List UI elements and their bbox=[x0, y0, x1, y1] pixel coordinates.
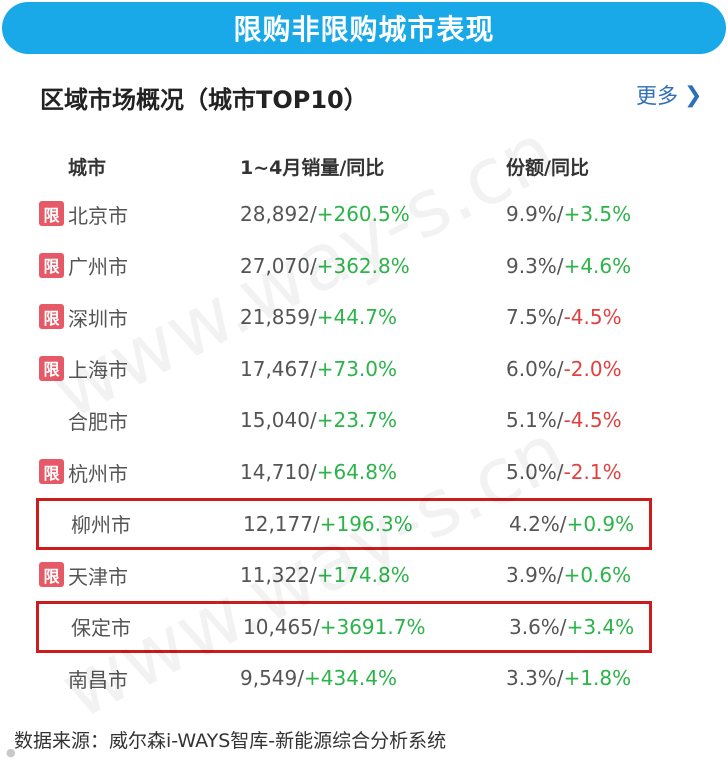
chevron-right-icon: ❯ bbox=[684, 82, 703, 108]
share-cell: 3.9%/+0.6% bbox=[506, 549, 631, 601]
more-link[interactable]: 更多 ❯ bbox=[636, 80, 702, 110]
volume-value: 10,465/ bbox=[243, 614, 320, 639]
share-value: 3.6%/ bbox=[509, 614, 567, 639]
volume-cell: 9,549/+434.4% bbox=[240, 652, 397, 704]
table-header: 城市 1~4月销量/同比 份额/同比 bbox=[36, 140, 652, 192]
share-value: 9.9%/ bbox=[506, 202, 564, 226]
city-name: 南昌市 bbox=[68, 667, 128, 692]
volume-cell: 12,177/+196.3% bbox=[243, 501, 413, 547]
volume-yoy: +260.5% bbox=[316, 202, 410, 226]
restricted-badge: 限 bbox=[39, 355, 64, 381]
table-row: 合肥市 15,040/+23.7% 5.1%/-4.5% bbox=[36, 394, 652, 446]
banner-title: 限购非限购城市表现 bbox=[233, 13, 495, 46]
volume-cell: 28,892/+260.5% bbox=[240, 188, 410, 240]
table-row: 保定市 10,465/+3691.7% 3.6%/+3.4% bbox=[36, 600, 652, 653]
city-name: 上海市 bbox=[68, 358, 128, 383]
header-city: 城市 bbox=[68, 156, 107, 179]
city-name: 广州市 bbox=[68, 255, 128, 280]
share-yoy: +0.9% bbox=[566, 511, 635, 536]
share-cell: 4.2%/+0.9% bbox=[509, 501, 634, 547]
share-cell: 5.1%/-4.5% bbox=[506, 394, 622, 446]
city-name: 北京市 bbox=[68, 203, 128, 228]
section-title: 区域市场概况（城市TOP10） bbox=[40, 86, 368, 114]
volume-value: 15,040/ bbox=[240, 408, 317, 433]
volume-cell: 14,710/+64.8% bbox=[240, 446, 397, 498]
volume-value: 27,070/ bbox=[240, 253, 317, 278]
volume-value: 28,892/ bbox=[240, 202, 317, 226]
share-yoy: +3.4% bbox=[566, 614, 635, 639]
share-value: 5.0%/ bbox=[506, 460, 564, 484]
volume-cell: 15,040/+23.7% bbox=[240, 394, 397, 446]
more-link-label: 更多 bbox=[636, 84, 678, 108]
share-cell: 5.0%/-2.1% bbox=[506, 446, 622, 498]
share-yoy: +1.8% bbox=[563, 666, 632, 691]
table-row: 限天津市 11,322/+174.8% 3.9%/+0.6% bbox=[36, 549, 652, 601]
share-yoy: +4.6% bbox=[563, 253, 632, 278]
table-row: 限广州市 27,070/+362.8% 9.3%/+4.6% bbox=[36, 240, 652, 292]
city-name: 柳州市 bbox=[71, 513, 131, 538]
volume-yoy: +44.7% bbox=[316, 305, 398, 330]
volume-yoy: +434.4% bbox=[304, 666, 398, 691]
volume-cell: 17,467/+73.0% bbox=[240, 343, 397, 395]
share-cell: 3.6%/+3.4% bbox=[509, 604, 634, 650]
share-cell: 6.0%/-2.0% bbox=[506, 343, 622, 395]
header-volume: 1~4月销量/同比 bbox=[240, 156, 385, 179]
volume-yoy: +64.8% bbox=[316, 460, 398, 484]
share-value: 5.1%/ bbox=[506, 408, 564, 433]
share-cell: 9.3%/+4.6% bbox=[506, 240, 631, 292]
volume-value: 9,549/ bbox=[240, 666, 304, 691]
share-value: 6.0%/ bbox=[506, 356, 564, 381]
share-cell: 9.9%/+3.5% bbox=[506, 188, 631, 240]
share-value: 4.2%/ bbox=[509, 511, 567, 536]
share-yoy: +3.5% bbox=[563, 202, 632, 226]
share-yoy: -4.5% bbox=[563, 408, 622, 433]
table-row: 限杭州市 14,710/+64.8% 5.0%/-2.1% bbox=[36, 446, 652, 498]
share-cell: 3.3%/+1.8% bbox=[506, 652, 631, 704]
page-banner: 限购非限购城市表现 bbox=[2, 2, 726, 54]
city-name: 保定市 bbox=[71, 616, 131, 641]
table-row: 限上海市 17,467/+73.0% 6.0%/-2.0% bbox=[36, 343, 652, 395]
share-value: 3.3%/ bbox=[506, 666, 564, 691]
share-yoy: -2.1% bbox=[563, 460, 622, 484]
share-value: 7.5%/ bbox=[506, 305, 564, 330]
table-row: 柳州市 12,177/+196.3% 4.2%/+0.9% bbox=[36, 497, 652, 550]
share-yoy: -2.0% bbox=[563, 356, 622, 381]
city-name: 深圳市 bbox=[68, 306, 128, 331]
share-yoy: -4.5% bbox=[563, 305, 622, 330]
volume-value: 12,177/ bbox=[243, 511, 320, 536]
volume-yoy: +73.0% bbox=[316, 356, 398, 381]
volume-value: 21,859/ bbox=[240, 305, 317, 330]
volume-value: 11,322/ bbox=[240, 563, 317, 588]
city-name: 合肥市 bbox=[68, 409, 128, 434]
table-row: 限深圳市 21,859/+44.7% 7.5%/-4.5% bbox=[36, 291, 652, 343]
city-name: 杭州市 bbox=[68, 461, 128, 486]
volume-value: 17,467/ bbox=[240, 356, 317, 381]
volume-yoy: +196.3% bbox=[319, 511, 413, 536]
table-row: 限北京市 28,892/+260.5% 9.9%/+3.5% bbox=[36, 188, 652, 240]
restricted-badge: 限 bbox=[39, 459, 64, 484]
share-yoy: +0.6% bbox=[563, 563, 632, 588]
restricted-badge: 限 bbox=[39, 304, 64, 330]
volume-cell: 11,322/+174.8% bbox=[240, 549, 410, 601]
corner-logo-icon: ● bbox=[6, 746, 16, 759]
restricted-badge: 限 bbox=[39, 252, 64, 278]
restricted-badge: 限 bbox=[39, 562, 64, 588]
share-cell: 7.5%/-4.5% bbox=[506, 291, 622, 343]
volume-yoy: +23.7% bbox=[316, 408, 398, 433]
table-row: 南昌市 9,549/+434.4% 3.3%/+1.8% bbox=[36, 652, 652, 704]
volume-cell: 10,465/+3691.7% bbox=[243, 604, 425, 650]
header-share: 份额/同比 bbox=[506, 156, 589, 179]
volume-value: 14,710/ bbox=[240, 460, 317, 484]
data-source-note: 数据来源：威尔森i-WAYS智库-新能源综合分析系统 bbox=[14, 730, 447, 752]
city-name: 天津市 bbox=[68, 564, 128, 589]
share-value: 3.9%/ bbox=[506, 563, 564, 588]
volume-yoy: +174.8% bbox=[316, 563, 410, 588]
volume-yoy: +3691.7% bbox=[319, 614, 426, 639]
volume-cell: 21,859/+44.7% bbox=[240, 291, 397, 343]
volume-yoy: +362.8% bbox=[316, 253, 410, 278]
restricted-badge: 限 bbox=[39, 201, 64, 226]
share-value: 9.3%/ bbox=[506, 253, 564, 278]
volume-cell: 27,070/+362.8% bbox=[240, 240, 410, 292]
